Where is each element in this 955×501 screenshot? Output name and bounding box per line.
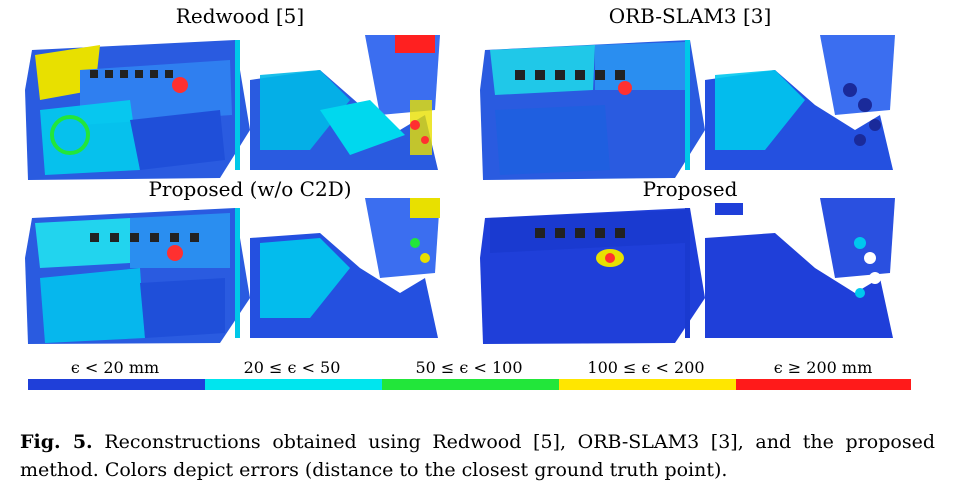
figure-caption-text: Reconstructions obtained using Redwood [… [20, 431, 935, 481]
legend-label-3: 100 ≤ ϵ < 200 [587, 358, 705, 377]
legend-swatch-1 [205, 379, 382, 390]
panel-title-orbslam3: ORB-SLAM3 [3] [608, 4, 772, 28]
legend-label-2: 50 ≤ ϵ < 100 [415, 358, 523, 377]
legend-swatch-3 [559, 379, 736, 390]
legend-label-1: 20 ≤ ϵ < 50 [243, 358, 341, 377]
reconstruction-redwood [25, 35, 440, 180]
panel-title-proposed: Proposed [642, 177, 738, 201]
legend-label-0: ϵ < 20 mm [70, 358, 160, 377]
panel-title-redwood: Redwood [5] [175, 4, 305, 28]
figure-caption: Fig. 5. Reconstructions obtained using R… [20, 428, 935, 484]
legend-swatch-4 [736, 379, 911, 390]
panel-title-proposed-wo-c2d: Proposed (w/o C2D) [148, 177, 352, 201]
reconstruction-orbslam3 [480, 35, 895, 180]
legend-label-4: ϵ ≥ 200 mm [773, 358, 873, 377]
figure-label: Fig. 5. [20, 431, 93, 453]
legend-swatch-2 [382, 379, 559, 390]
reconstruction-proposed [480, 198, 895, 344]
reconstruction-proposed-wo-c2d [25, 198, 440, 344]
legend-swatch-0 [28, 379, 205, 390]
